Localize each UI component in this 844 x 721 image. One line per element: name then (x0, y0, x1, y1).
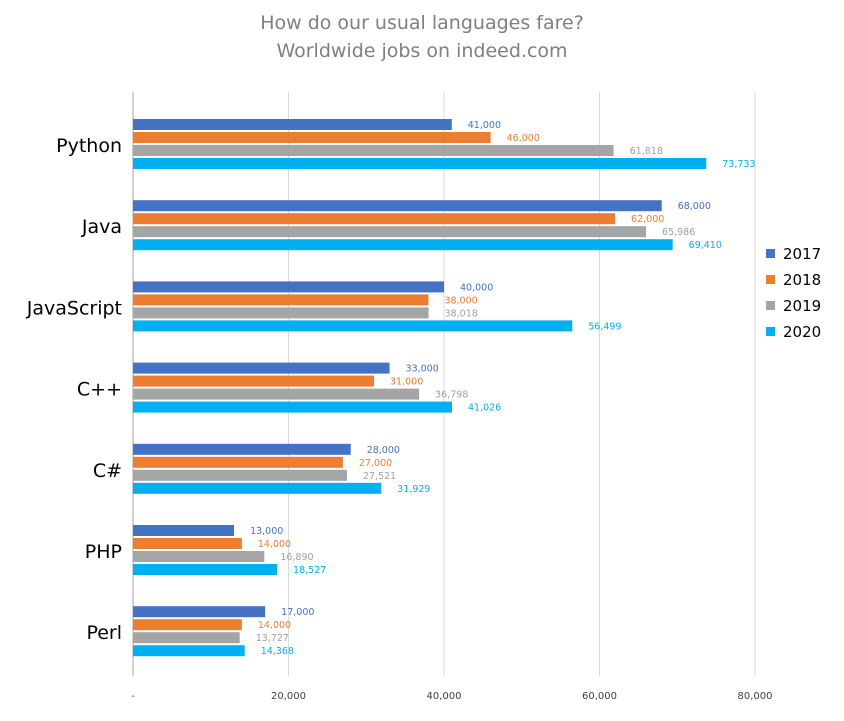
data-label: 38,018 (445, 308, 478, 319)
category-label: Python (56, 135, 122, 157)
bar-javascript-2018 (133, 294, 429, 306)
data-label: 27,000 (359, 458, 392, 469)
bar-c-2017 (133, 362, 390, 374)
data-label: 17,000 (281, 607, 314, 618)
bar-php-2020 (133, 564, 278, 575)
data-label: 27,521 (363, 471, 396, 482)
category-label: Perl (86, 622, 122, 644)
bar-java-2020 (133, 239, 673, 251)
data-label: 31,929 (397, 484, 430, 495)
x-tick-label: 60,000 (582, 691, 617, 702)
legend-label-2018: 2018 (783, 271, 821, 289)
data-label: 13,727 (256, 633, 289, 644)
bar-java-2018 (133, 213, 616, 225)
data-label: 18,527 (293, 565, 326, 576)
data-label: 73,733 (722, 159, 755, 170)
data-label: 28,000 (367, 445, 400, 456)
legend: 2017 2018 2019 2020 (766, 245, 821, 341)
bar-php-2019 (133, 551, 265, 562)
bar-c-2017 (133, 443, 351, 455)
data-label: 33,000 (406, 364, 439, 375)
x-tick-label: - (131, 691, 135, 702)
data-label: 14,000 (258, 539, 291, 550)
data-label: 13,000 (250, 526, 283, 537)
chart-subtitle: Worldwide jobs on indeed.com (276, 40, 568, 62)
bar-perl-2020 (133, 645, 245, 657)
bar-perl-2018 (133, 619, 242, 631)
legend-label-2017: 2017 (783, 245, 821, 263)
category-label: JavaScript (26, 297, 122, 319)
x-tick-label: 20,000 (271, 691, 306, 702)
data-label: 68,000 (678, 201, 711, 212)
bars (133, 119, 707, 657)
bar-c-2019 (133, 388, 420, 400)
bar-java-2019 (133, 226, 647, 238)
legend-swatch-2018 (766, 275, 775, 284)
bar-c-2018 (133, 375, 375, 387)
category-label: C# (93, 460, 122, 482)
bar-c-2020 (133, 482, 382, 494)
bar-php-2018 (133, 538, 242, 549)
bar-python-2017 (133, 119, 452, 130)
x-axis-ticks: - 20,000 40,000 60,000 80,000 (131, 691, 772, 702)
category-label: PHP (85, 541, 122, 563)
data-label: 56,499 (588, 321, 621, 332)
data-label: 14,368 (261, 646, 294, 657)
category-labels: Python Java JavaScript C++ C# PHP Perl (26, 135, 122, 644)
legend-swatch-2020 (766, 327, 775, 336)
data-label: 31,000 (390, 377, 423, 388)
data-label: 14,000 (258, 620, 291, 631)
data-label: 40,000 (460, 282, 493, 293)
data-label: 16,890 (280, 552, 313, 563)
data-label: 65,986 (662, 227, 695, 238)
data-label: 46,000 (507, 133, 540, 144)
bar-c-2018 (133, 456, 343, 468)
data-label: 38,000 (444, 295, 477, 306)
bar-python-2020 (133, 158, 707, 169)
bar-python-2019 (133, 145, 614, 156)
bar-perl-2017 (133, 606, 266, 618)
legend-swatch-2017 (766, 249, 775, 258)
data-labels: 41,000 46,000 61,818 73,733 68,000 62,000 65,9… (250, 120, 755, 657)
bar-javascript-2020 (133, 320, 573, 332)
data-label: 41,026 (468, 403, 501, 414)
bar-c-2019 (133, 469, 347, 481)
bar-java-2017 (133, 200, 662, 212)
legend-label-2019: 2019 (783, 297, 821, 315)
bar-python-2018 (133, 132, 491, 143)
category-label: C++ (77, 379, 122, 401)
chart-title: How do our usual languages fare? (260, 12, 584, 34)
data-label: 62,000 (631, 214, 664, 225)
bar-perl-2019 (133, 632, 240, 644)
bar-c-2020 (133, 401, 452, 413)
data-label: 36,798 (435, 390, 468, 401)
x-tick-label: 80,000 (738, 691, 773, 702)
legend-label-2020: 2020 (783, 323, 821, 341)
bar-php-2017 (133, 525, 235, 536)
data-label: 69,410 (689, 240, 722, 251)
legend-swatch-2019 (766, 301, 775, 310)
data-label: 61,818 (630, 146, 663, 157)
data-label: 41,000 (468, 120, 501, 131)
category-label: Java (81, 216, 122, 238)
bar-javascript-2017 (133, 281, 444, 293)
x-tick-label: 40,000 (427, 691, 462, 702)
bar-javascript-2019 (133, 307, 429, 319)
